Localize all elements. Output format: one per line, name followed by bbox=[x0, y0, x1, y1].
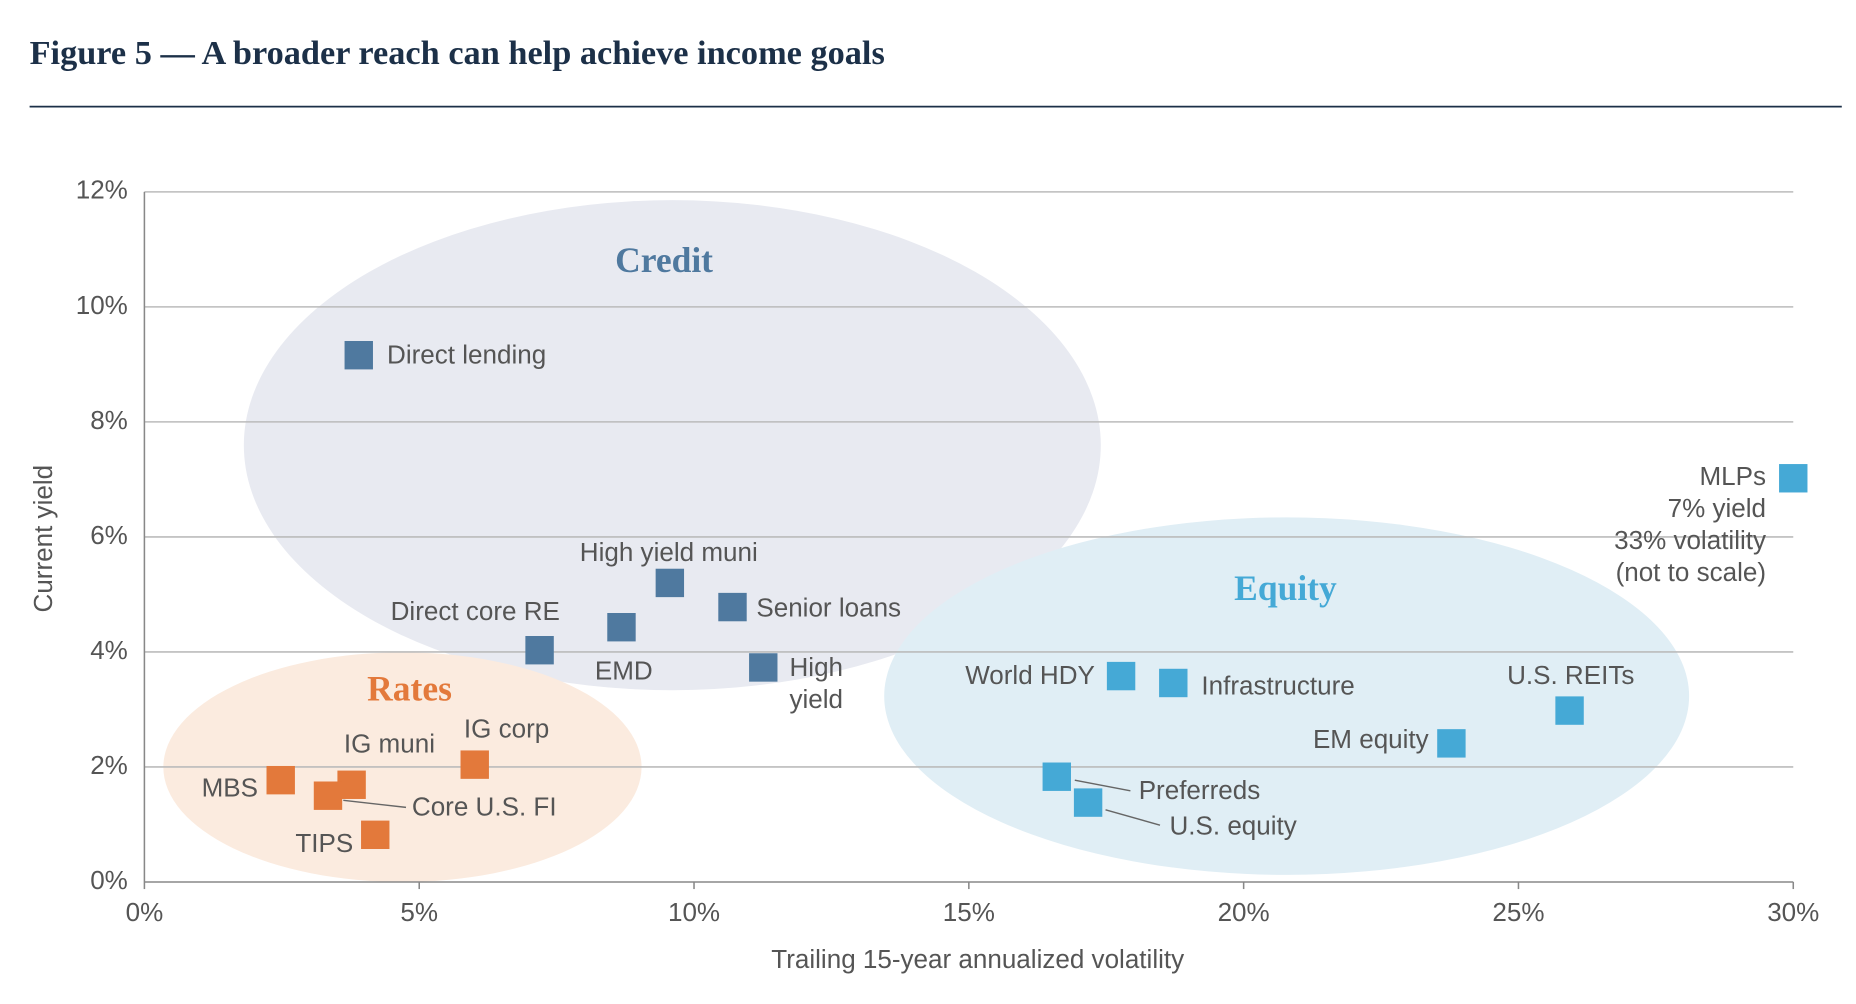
point-label: High yield muni bbox=[580, 537, 758, 567]
point-label: Infrastructure bbox=[1201, 671, 1354, 701]
group-label: Credit bbox=[615, 240, 713, 280]
group-ellipse bbox=[243, 200, 1101, 691]
point bbox=[1779, 464, 1808, 493]
point bbox=[1106, 661, 1136, 691]
annotation: (not to scale) bbox=[1616, 557, 1766, 587]
y-tick-label: 10% bbox=[76, 290, 128, 320]
leader-line bbox=[1074, 779, 1131, 792]
x-axis-label: Trailing 15-year annualized volatility bbox=[771, 944, 1184, 974]
point-label: EMD bbox=[595, 655, 653, 685]
point-label: EM equity bbox=[1313, 724, 1429, 754]
x-tick-label: 5% bbox=[400, 897, 438, 927]
x-tick-label: 10% bbox=[668, 897, 720, 927]
point bbox=[460, 750, 489, 779]
point bbox=[1437, 729, 1466, 758]
group-label: Rates bbox=[367, 669, 452, 709]
y-tick-label: 0% bbox=[90, 865, 128, 895]
y-tick-label: 2% bbox=[90, 750, 128, 780]
point bbox=[313, 781, 343, 810]
point-label: IG corp bbox=[464, 713, 549, 743]
point-label: MLPs bbox=[1699, 461, 1766, 491]
point-label: TIPS bbox=[295, 828, 353, 858]
point-label: IG muni bbox=[344, 729, 435, 759]
point-label: U.S. equity bbox=[1169, 810, 1296, 840]
group-label: Equity bbox=[1234, 568, 1337, 608]
point bbox=[361, 820, 390, 850]
group-ellipses bbox=[163, 200, 1690, 882]
point bbox=[1555, 696, 1584, 725]
point bbox=[1042, 762, 1071, 791]
point-label: World HDY bbox=[965, 660, 1095, 690]
point bbox=[655, 568, 685, 598]
annotation: 7% yield bbox=[1668, 493, 1766, 523]
x-tick-label: 25% bbox=[1492, 897, 1544, 927]
leader-line bbox=[1105, 809, 1161, 826]
leader-line bbox=[343, 799, 407, 809]
point-label: Direct lending bbox=[387, 339, 546, 369]
point bbox=[1159, 668, 1188, 698]
point-label: Senior loans bbox=[756, 593, 901, 623]
point bbox=[607, 612, 636, 642]
y-tick-label: 6% bbox=[90, 520, 128, 550]
group-ellipse bbox=[884, 517, 1690, 875]
x-tick-label: 20% bbox=[1218, 897, 1270, 927]
point-label: High yield bbox=[790, 652, 844, 714]
annotation: 33% volatility bbox=[1614, 525, 1766, 555]
point-label: Preferreds bbox=[1139, 775, 1261, 805]
point bbox=[718, 592, 747, 622]
point-label: MBS bbox=[202, 773, 258, 803]
chart-title: Figure 5 — A broader reach can help achi… bbox=[30, 34, 885, 72]
y-tick-label: 4% bbox=[90, 635, 128, 665]
x-tick-label: 15% bbox=[943, 897, 995, 927]
point bbox=[344, 340, 373, 370]
point bbox=[525, 636, 554, 665]
y-axis-label: Current yield bbox=[28, 465, 58, 613]
y-tick-label: 8% bbox=[90, 405, 128, 435]
point-label: Direct core RE bbox=[391, 596, 560, 626]
point-label: U.S. REITs bbox=[1507, 660, 1634, 690]
point bbox=[266, 765, 295, 795]
point-label: Core U.S. FI bbox=[412, 791, 557, 821]
y-tick-label: 12% bbox=[76, 175, 128, 205]
x-tick-label: 30% bbox=[1767, 897, 1819, 927]
point bbox=[749, 653, 778, 682]
x-tick-label: 0% bbox=[126, 897, 164, 927]
point bbox=[1073, 788, 1103, 817]
